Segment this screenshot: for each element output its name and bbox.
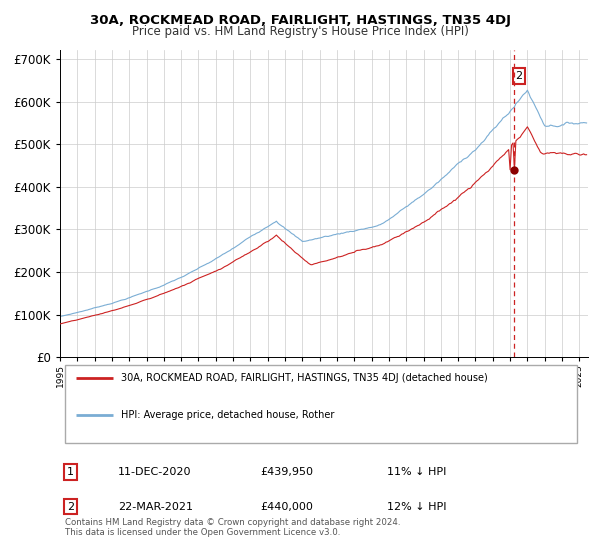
Text: Contains HM Land Registry data © Crown copyright and database right 2024.
This d: Contains HM Land Registry data © Crown c…: [65, 518, 401, 537]
Text: 2: 2: [515, 71, 523, 81]
FancyBboxPatch shape: [65, 365, 577, 444]
Text: 2: 2: [67, 502, 74, 512]
Text: £439,950: £439,950: [260, 467, 314, 477]
Text: 11% ↓ HPI: 11% ↓ HPI: [388, 467, 447, 477]
Text: 30A, ROCKMEAD ROAD, FAIRLIGHT, HASTINGS, TN35 4DJ: 30A, ROCKMEAD ROAD, FAIRLIGHT, HASTINGS,…: [89, 14, 511, 27]
Text: 12% ↓ HPI: 12% ↓ HPI: [388, 502, 447, 512]
Text: 22-MAR-2021: 22-MAR-2021: [118, 502, 193, 512]
Text: Price paid vs. HM Land Registry's House Price Index (HPI): Price paid vs. HM Land Registry's House …: [131, 25, 469, 38]
Text: 30A, ROCKMEAD ROAD, FAIRLIGHT, HASTINGS, TN35 4DJ (detached house): 30A, ROCKMEAD ROAD, FAIRLIGHT, HASTINGS,…: [121, 373, 487, 383]
Text: 11-DEC-2020: 11-DEC-2020: [118, 467, 191, 477]
Text: HPI: Average price, detached house, Rother: HPI: Average price, detached house, Roth…: [121, 409, 334, 419]
Text: 1: 1: [67, 467, 74, 477]
Text: £440,000: £440,000: [260, 502, 314, 512]
